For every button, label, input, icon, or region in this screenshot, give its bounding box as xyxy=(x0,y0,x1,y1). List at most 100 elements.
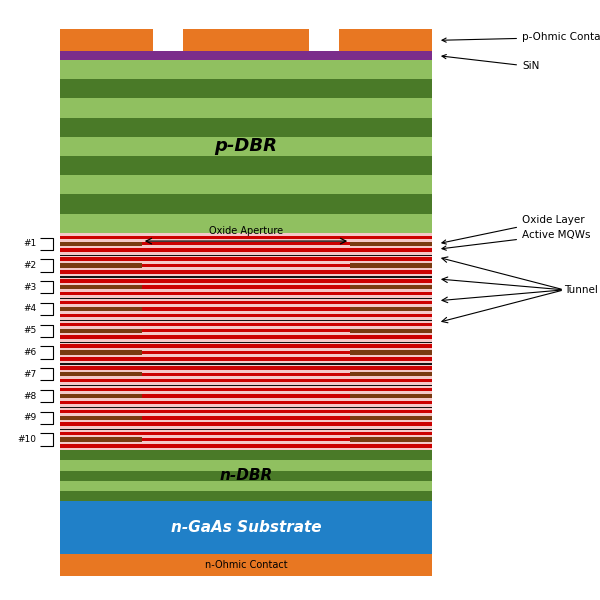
Bar xyxy=(60,481,432,491)
Bar xyxy=(60,277,432,298)
Bar xyxy=(60,344,432,348)
Text: Oxide Aperture: Oxide Aperture xyxy=(209,226,283,236)
Bar xyxy=(60,437,142,442)
Bar xyxy=(60,323,432,326)
Text: n-Ohmic Contact: n-Ohmic Contact xyxy=(205,560,287,570)
Bar xyxy=(60,233,432,254)
Bar xyxy=(350,242,432,246)
Text: Tunnel junctions: Tunnel junctions xyxy=(564,285,600,295)
Bar xyxy=(60,422,432,426)
Bar xyxy=(350,372,432,376)
Bar xyxy=(350,329,432,333)
Bar xyxy=(60,270,432,274)
Bar xyxy=(60,394,142,398)
Bar xyxy=(60,137,432,156)
Bar xyxy=(60,307,432,311)
Bar xyxy=(60,385,432,386)
Bar xyxy=(60,298,432,320)
Bar xyxy=(350,263,432,268)
Text: #2: #2 xyxy=(23,261,37,270)
Bar xyxy=(60,292,432,295)
Text: SiN: SiN xyxy=(442,55,539,71)
Text: #6: #6 xyxy=(23,348,37,357)
Text: Active MQWs: Active MQWs xyxy=(442,230,590,250)
Bar xyxy=(60,79,432,98)
Text: #9: #9 xyxy=(23,413,37,422)
Text: Oxide Layer: Oxide Layer xyxy=(442,215,584,244)
Bar xyxy=(60,416,432,419)
Bar xyxy=(60,451,432,460)
Bar xyxy=(60,388,432,391)
Text: #1: #1 xyxy=(23,239,37,248)
Bar xyxy=(60,350,142,355)
Bar xyxy=(60,407,432,428)
Bar xyxy=(60,379,432,382)
Text: #4: #4 xyxy=(23,304,37,313)
Bar xyxy=(60,364,432,385)
Bar xyxy=(60,156,432,175)
Text: p-DBR: p-DBR xyxy=(215,137,277,155)
Bar xyxy=(60,470,432,481)
Bar xyxy=(60,285,142,289)
Text: p-Ohmic Contact: p-Ohmic Contact xyxy=(442,32,600,43)
Bar xyxy=(60,60,432,79)
Bar xyxy=(60,329,432,332)
Bar xyxy=(350,285,432,289)
Bar xyxy=(60,428,432,451)
Bar xyxy=(60,329,142,333)
Bar xyxy=(60,52,432,60)
Bar xyxy=(60,416,142,420)
Bar xyxy=(60,307,142,311)
Bar xyxy=(60,214,432,233)
Bar xyxy=(60,194,432,214)
Bar xyxy=(60,357,432,361)
Bar xyxy=(60,366,432,370)
Bar xyxy=(350,350,432,355)
Bar xyxy=(60,248,432,252)
Bar xyxy=(60,320,432,341)
Bar xyxy=(60,364,432,365)
Bar xyxy=(60,279,432,283)
Bar xyxy=(60,118,432,137)
Bar xyxy=(60,254,432,277)
Bar xyxy=(60,257,432,261)
Bar xyxy=(60,175,432,194)
Bar xyxy=(60,298,432,299)
Text: #5: #5 xyxy=(23,326,37,335)
Bar xyxy=(350,307,432,311)
Bar xyxy=(60,29,432,52)
Bar xyxy=(60,401,432,404)
Text: n-DBR: n-DBR xyxy=(220,468,272,483)
Bar xyxy=(60,320,432,321)
Bar xyxy=(60,372,142,376)
Text: #3: #3 xyxy=(23,283,37,292)
Bar xyxy=(60,491,432,500)
Bar xyxy=(60,263,142,268)
Bar xyxy=(60,335,432,339)
Bar xyxy=(339,29,432,52)
Bar xyxy=(60,242,142,246)
Bar xyxy=(350,416,432,420)
Bar xyxy=(60,29,153,52)
Text: n-GaAs Substrate: n-GaAs Substrate xyxy=(170,520,322,535)
Bar xyxy=(60,301,432,304)
Bar xyxy=(60,438,432,442)
Bar xyxy=(60,500,432,554)
Text: #8: #8 xyxy=(23,392,37,401)
Bar xyxy=(60,554,432,576)
Bar xyxy=(60,242,432,245)
Bar xyxy=(60,351,432,354)
Bar xyxy=(60,394,432,398)
Text: #10: #10 xyxy=(17,435,37,444)
Bar xyxy=(60,98,432,118)
Bar xyxy=(60,428,432,430)
Bar xyxy=(60,444,432,448)
Bar xyxy=(60,373,432,376)
Bar xyxy=(60,314,432,317)
Bar xyxy=(183,29,309,52)
Bar xyxy=(60,341,432,343)
Bar xyxy=(60,460,432,470)
Bar xyxy=(350,437,432,442)
Bar xyxy=(60,264,432,267)
Bar xyxy=(60,410,432,413)
